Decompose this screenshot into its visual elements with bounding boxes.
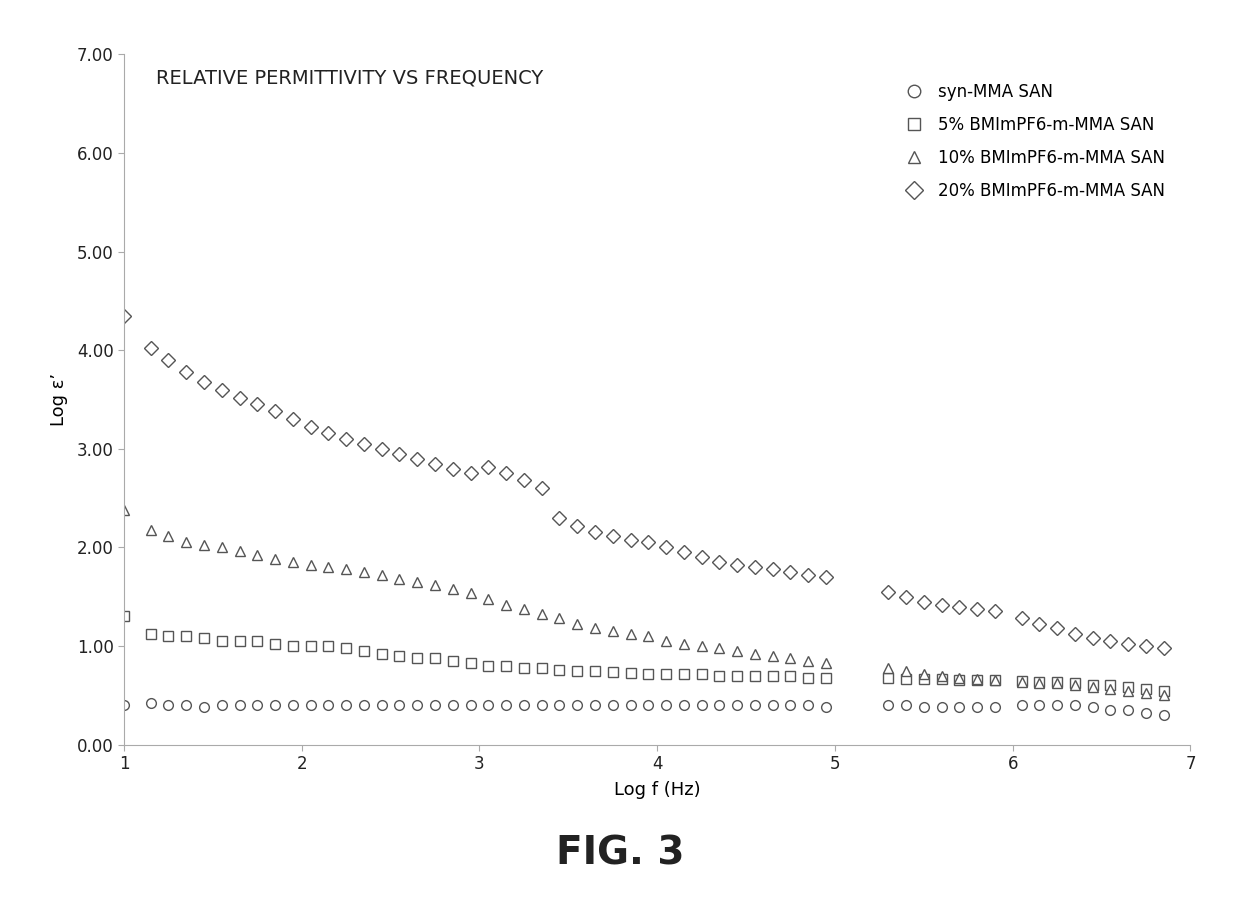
5% BMImPF6-m-MMA SAN bbox=[1156, 686, 1171, 696]
5% BMImPF6-m-MMA SAN bbox=[143, 628, 157, 639]
syn-MMA SAN bbox=[934, 702, 949, 713]
10% BMImPF6-m-MMA SAN bbox=[481, 593, 496, 604]
10% BMImPF6-m-MMA SAN bbox=[143, 524, 157, 535]
20% BMImPF6-m-MMA SAN bbox=[1156, 643, 1171, 654]
5% BMImPF6-m-MMA SAN bbox=[676, 668, 691, 679]
20% BMImPF6-m-MMA SAN bbox=[143, 343, 157, 354]
10% BMImPF6-m-MMA SAN bbox=[729, 646, 744, 656]
syn-MMA SAN bbox=[694, 700, 709, 711]
5% BMImPF6-m-MMA SAN bbox=[729, 670, 744, 681]
syn-MMA SAN bbox=[1156, 709, 1171, 720]
5% BMImPF6-m-MMA SAN bbox=[481, 660, 496, 671]
10% BMImPF6-m-MMA SAN bbox=[765, 650, 780, 661]
10% BMImPF6-m-MMA SAN bbox=[916, 668, 931, 679]
5% BMImPF6-m-MMA SAN bbox=[765, 670, 780, 681]
Line: 20% BMImPF6-m-MMA SAN: 20% BMImPF6-m-MMA SAN bbox=[119, 311, 1168, 653]
10% BMImPF6-m-MMA SAN bbox=[1156, 690, 1171, 701]
20% BMImPF6-m-MMA SAN bbox=[117, 311, 131, 321]
5% BMImPF6-m-MMA SAN bbox=[916, 674, 931, 685]
20% BMImPF6-m-MMA SAN bbox=[729, 559, 744, 570]
syn-MMA SAN bbox=[748, 700, 763, 711]
10% BMImPF6-m-MMA SAN bbox=[676, 638, 691, 649]
syn-MMA SAN bbox=[782, 700, 797, 711]
20% BMImPF6-m-MMA SAN bbox=[916, 597, 931, 607]
Legend: syn-MMA SAN, 5% BMImPF6-m-MMA SAN, 10% BMImPF6-m-MMA SAN, 20% BMImPF6-m-MMA SAN: syn-MMA SAN, 5% BMImPF6-m-MMA SAN, 10% B… bbox=[892, 76, 1172, 207]
Line: 10% BMImPF6-m-MMA SAN: 10% BMImPF6-m-MMA SAN bbox=[119, 505, 1168, 700]
Line: syn-MMA SAN: syn-MMA SAN bbox=[119, 698, 1168, 720]
5% BMImPF6-m-MMA SAN bbox=[117, 611, 131, 622]
Y-axis label: Log ε’: Log ε’ bbox=[51, 373, 68, 426]
syn-MMA SAN bbox=[117, 700, 131, 711]
Line: 5% BMImPF6-m-MMA SAN: 5% BMImPF6-m-MMA SAN bbox=[119, 612, 1168, 696]
Text: FIG. 3: FIG. 3 bbox=[556, 834, 684, 873]
X-axis label: Log f (Hz): Log f (Hz) bbox=[614, 781, 701, 799]
20% BMImPF6-m-MMA SAN bbox=[765, 564, 780, 575]
syn-MMA SAN bbox=[161, 700, 176, 711]
10% BMImPF6-m-MMA SAN bbox=[117, 505, 131, 516]
20% BMImPF6-m-MMA SAN bbox=[481, 461, 496, 472]
Text: RELATIVE PERMITTIVITY VS FREQUENCY: RELATIVE PERMITTIVITY VS FREQUENCY bbox=[156, 68, 543, 87]
syn-MMA SAN bbox=[143, 697, 157, 708]
20% BMImPF6-m-MMA SAN bbox=[676, 547, 691, 558]
syn-MMA SAN bbox=[498, 700, 513, 711]
